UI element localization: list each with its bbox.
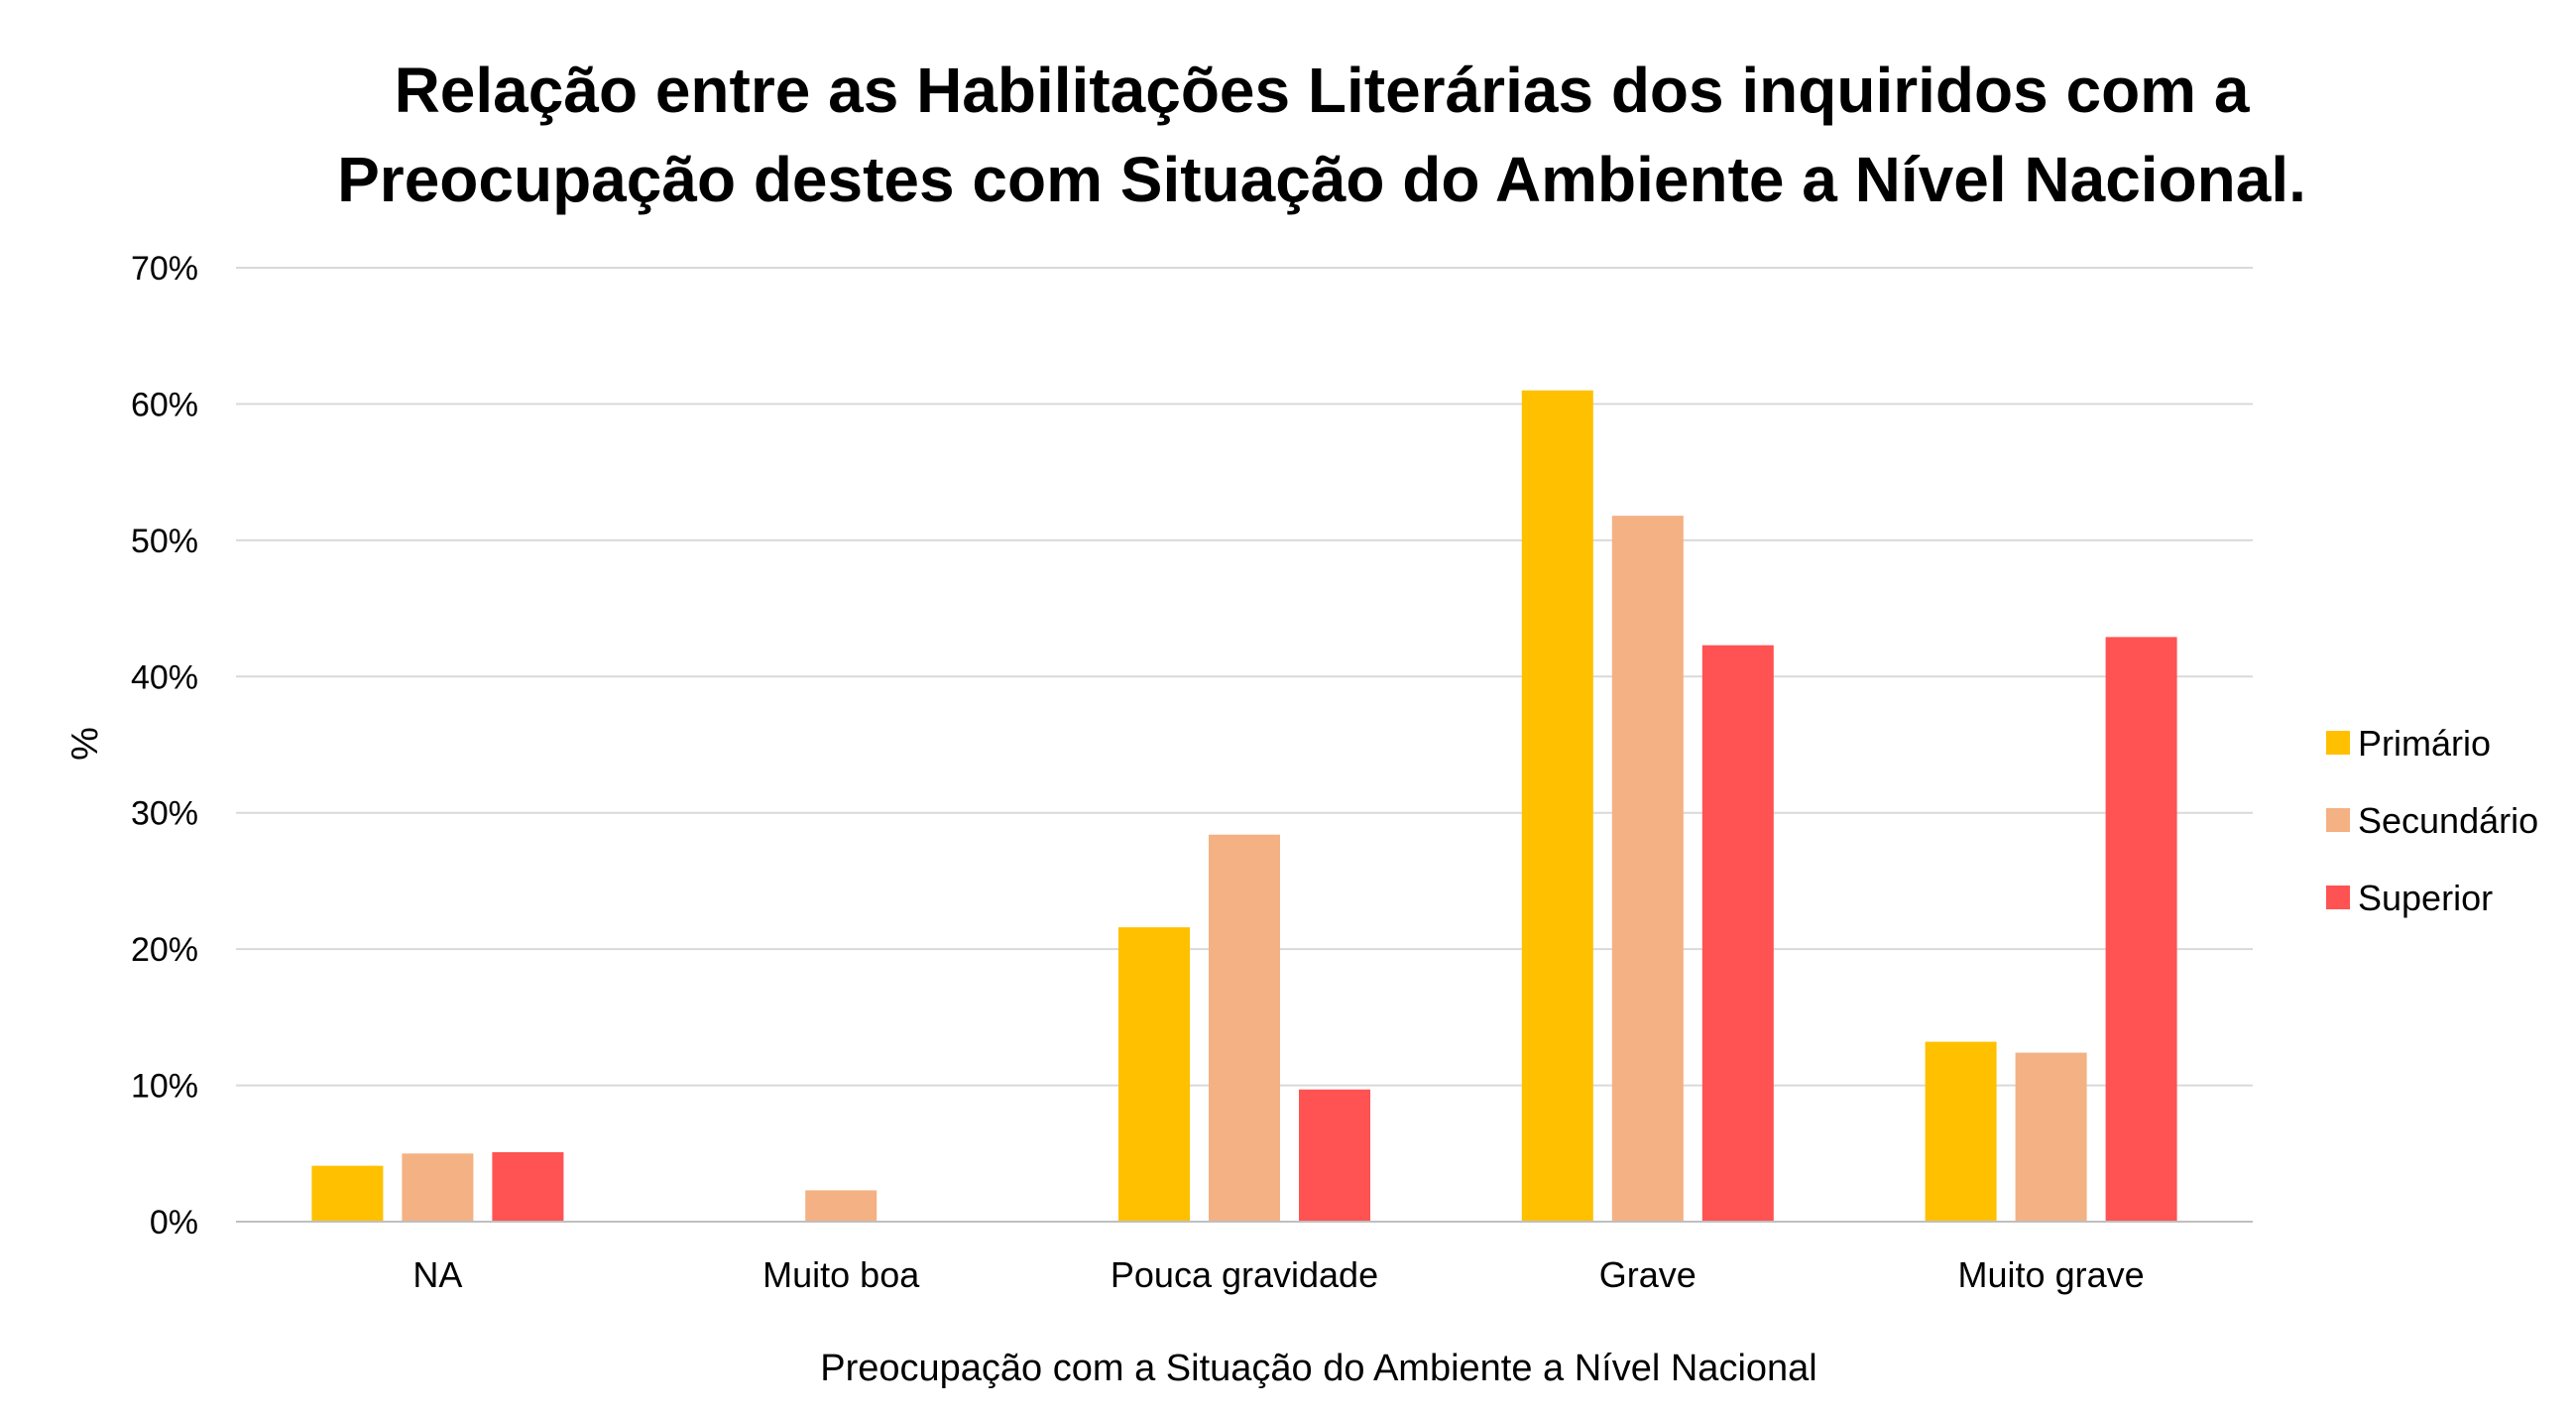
bars <box>311 390 2177 1223</box>
bar <box>1209 834 1280 1222</box>
bar <box>1299 1089 1370 1222</box>
bar <box>1925 1041 1997 1222</box>
x-category-label: NA <box>412 1254 462 1295</box>
bar <box>1118 927 1190 1222</box>
chart-title-line-1: Relação entre as Habilitações Literárias… <box>395 55 2250 126</box>
y-tick-label: 10% <box>131 1068 198 1106</box>
y-tick-label: 70% <box>131 250 198 288</box>
y-tick-label: 60% <box>131 386 198 423</box>
legend-swatch <box>2326 731 2350 755</box>
y-tick-label: 30% <box>131 795 198 833</box>
gridlines <box>236 267 2253 1087</box>
y-tick-label: 40% <box>131 658 198 696</box>
y-axis-ticks: 0% 10% 20% 30% 40% 50% 60% 70% <box>131 250 198 1241</box>
legend-label: Superior <box>2358 878 2493 918</box>
legend-swatch <box>2326 808 2350 832</box>
bar <box>311 1165 384 1222</box>
y-tick-label: 50% <box>131 523 198 560</box>
x-axis-categories: NA Muito boa Pouca gravidade Grave Muito gra… <box>412 1254 2144 1295</box>
y-tick-label: 20% <box>131 931 198 969</box>
x-category-label: Muito grave <box>1958 1254 2145 1295</box>
bar <box>2015 1052 2087 1222</box>
bar <box>492 1151 564 1222</box>
bar <box>805 1190 878 1222</box>
chart-title-line-2: Preocupação destes com Situação do Ambie… <box>337 144 2306 215</box>
legend-label: Secundário <box>2358 800 2538 841</box>
legend: Primário Secundário Superior <box>2326 723 2538 918</box>
bar <box>402 1153 474 1222</box>
bar <box>2105 637 2177 1222</box>
chart-title: Relação entre as Habilitações Literárias… <box>337 55 2306 215</box>
legend-label: Primário <box>2358 723 2491 764</box>
x-axis-title: Preocupação com a Situação do Ambiente a… <box>820 1348 1816 1389</box>
legend-swatch <box>2326 886 2350 909</box>
y-tick-label: 0% <box>150 1204 198 1241</box>
x-category-label: Muito boa <box>762 1254 920 1295</box>
y-axis-title: % <box>64 727 106 761</box>
bar <box>1701 645 1774 1222</box>
x-category-label: Grave <box>1599 1254 1697 1295</box>
bar <box>1521 390 1593 1223</box>
x-category-label: Pouca gravidade <box>1111 1254 1378 1295</box>
bar <box>1611 516 1684 1222</box>
